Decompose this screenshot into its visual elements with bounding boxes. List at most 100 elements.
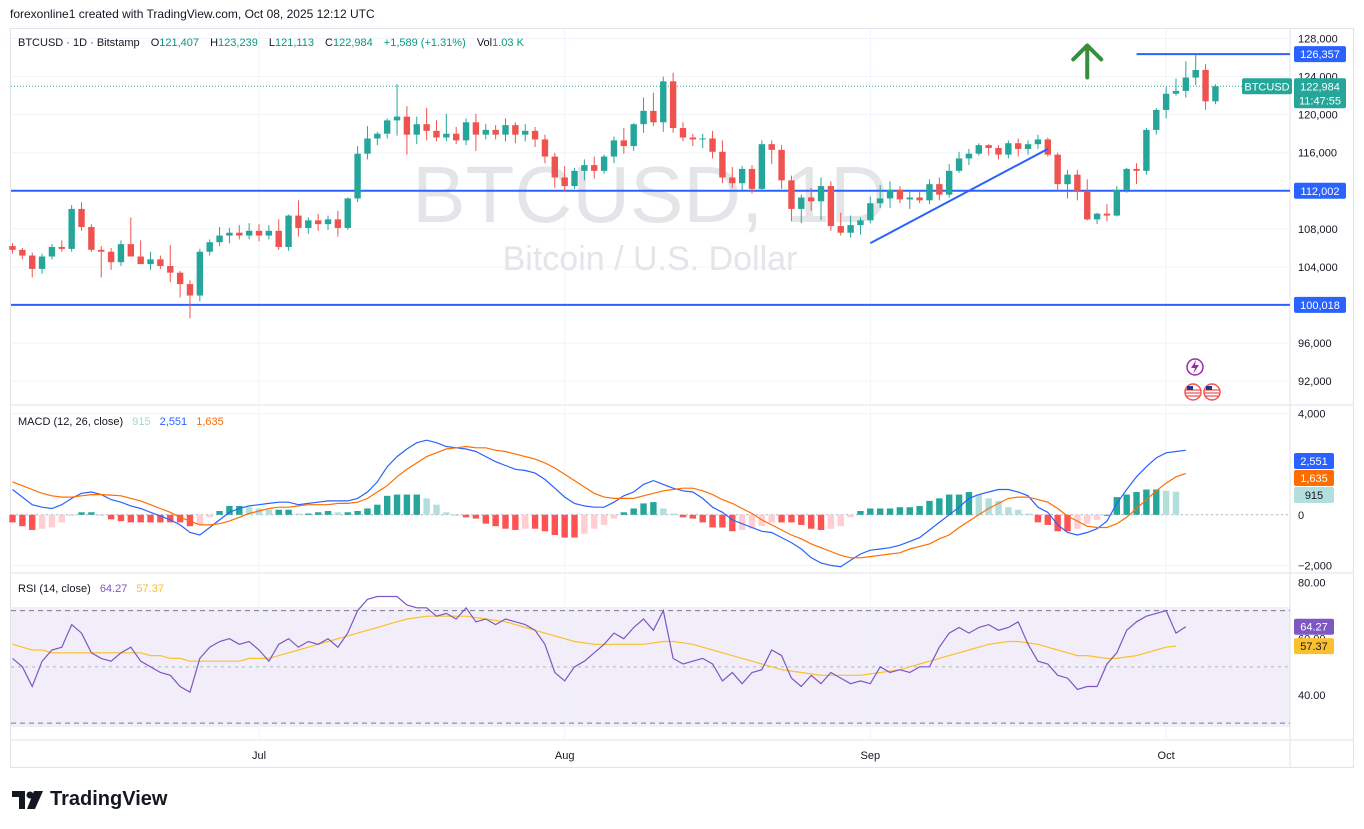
candle[interactable] bbox=[847, 225, 854, 233]
candle[interactable] bbox=[1153, 109, 1160, 130]
event-icons[interactable] bbox=[1184, 358, 1221, 401]
candle[interactable] bbox=[1005, 143, 1012, 155]
candle[interactable] bbox=[876, 198, 884, 204]
candle[interactable] bbox=[709, 138, 716, 152]
candle[interactable] bbox=[324, 219, 332, 225]
candle[interactable] bbox=[1034, 139, 1042, 145]
candle[interactable] bbox=[1182, 77, 1190, 91]
candle[interactable] bbox=[916, 197, 923, 201]
candle[interactable] bbox=[1133, 168, 1140, 171]
candle[interactable] bbox=[975, 145, 982, 154]
candle[interactable] bbox=[1054, 154, 1061, 185]
candle[interactable] bbox=[1084, 190, 1091, 220]
candle[interactable] bbox=[985, 145, 992, 148]
candle[interactable] bbox=[660, 81, 667, 123]
candle[interactable] bbox=[620, 140, 628, 147]
candle[interactable] bbox=[955, 158, 963, 171]
candle[interactable] bbox=[344, 198, 351, 228]
candle[interactable] bbox=[137, 256, 144, 265]
candle[interactable] bbox=[29, 255, 36, 269]
candle[interactable] bbox=[383, 120, 391, 134]
candle[interactable] bbox=[827, 186, 835, 227]
candle[interactable] bbox=[176, 272, 184, 285]
candle[interactable] bbox=[561, 177, 568, 187]
candle[interactable] bbox=[107, 251, 115, 263]
candle[interactable] bbox=[334, 219, 342, 228]
candle[interactable] bbox=[354, 153, 361, 199]
candle[interactable] bbox=[581, 165, 588, 171]
candle[interactable] bbox=[591, 165, 598, 171]
candle[interactable] bbox=[1103, 213, 1111, 216]
up-arrow-icon[interactable] bbox=[1071, 43, 1104, 80]
candle[interactable] bbox=[1093, 213, 1101, 220]
candle[interactable] bbox=[926, 184, 933, 201]
candle[interactable] bbox=[453, 133, 460, 141]
candle[interactable] bbox=[502, 125, 509, 135]
candle[interactable] bbox=[748, 168, 756, 189]
candle[interactable] bbox=[699, 138, 706, 140]
candle[interactable] bbox=[364, 138, 371, 154]
candle[interactable] bbox=[531, 130, 539, 140]
candle[interactable] bbox=[965, 153, 973, 159]
tradingview-brand[interactable]: TradingView bbox=[12, 788, 167, 811]
rsi-legend[interactable]: RSI (14, close) 64.27 57.37 bbox=[18, 583, 164, 595]
candle[interactable] bbox=[88, 226, 95, 250]
candle[interactable] bbox=[758, 144, 766, 189]
candle[interactable] bbox=[1015, 143, 1022, 149]
candle[interactable] bbox=[807, 197, 815, 202]
candle[interactable] bbox=[472, 122, 480, 135]
candle[interactable] bbox=[482, 129, 489, 135]
candle[interactable] bbox=[719, 151, 726, 178]
candle[interactable] bbox=[650, 110, 657, 123]
candle[interactable] bbox=[669, 81, 677, 128]
candle[interactable] bbox=[729, 177, 736, 184]
candle[interactable] bbox=[1143, 129, 1150, 171]
candle[interactable] bbox=[245, 230, 253, 236]
candle[interactable] bbox=[541, 139, 549, 157]
candle[interactable] bbox=[117, 244, 125, 263]
candle[interactable] bbox=[1044, 139, 1051, 155]
candle[interactable] bbox=[1074, 174, 1081, 191]
candle[interactable] bbox=[255, 230, 263, 236]
candle[interactable] bbox=[462, 122, 470, 141]
candle[interactable] bbox=[98, 249, 105, 252]
candle[interactable] bbox=[275, 230, 282, 247]
candle[interactable] bbox=[413, 124, 420, 135]
candle[interactable] bbox=[403, 116, 411, 135]
candle[interactable] bbox=[867, 203, 874, 221]
candle[interactable] bbox=[946, 170, 953, 195]
candle[interactable] bbox=[689, 137, 697, 140]
candle[interactable] bbox=[798, 197, 805, 209]
candle[interactable] bbox=[630, 124, 637, 147]
candle[interactable] bbox=[600, 156, 608, 171]
candle[interactable] bbox=[196, 251, 204, 296]
candle[interactable] bbox=[1123, 168, 1130, 190]
candle[interactable] bbox=[48, 246, 56, 257]
candle[interactable] bbox=[571, 170, 578, 187]
candle[interactable] bbox=[127, 244, 135, 257]
candle[interactable] bbox=[1162, 93, 1170, 110]
candle[interactable] bbox=[857, 220, 864, 226]
candle[interactable] bbox=[167, 266, 174, 273]
candle[interactable] bbox=[1064, 174, 1071, 185]
candle[interactable] bbox=[522, 130, 529, 135]
candle[interactable] bbox=[206, 242, 213, 252]
candle[interactable] bbox=[995, 147, 1002, 155]
candle[interactable] bbox=[817, 186, 825, 202]
candle[interactable] bbox=[1192, 69, 1199, 78]
candle[interactable] bbox=[226, 232, 233, 236]
candle[interactable] bbox=[186, 284, 194, 296]
candle[interactable] bbox=[1113, 189, 1121, 216]
candle[interactable] bbox=[19, 249, 26, 256]
candle[interactable] bbox=[1024, 144, 1032, 149]
candle[interactable] bbox=[886, 189, 894, 199]
candle[interactable] bbox=[610, 140, 618, 157]
candle[interactable] bbox=[374, 133, 381, 139]
candle[interactable] bbox=[38, 256, 46, 269]
candle[interactable] bbox=[443, 133, 450, 138]
macd-legend[interactable]: MACD (12, 26, close) 915 2,551 1,635 bbox=[18, 416, 224, 428]
candle[interactable] bbox=[236, 232, 243, 236]
candle[interactable] bbox=[896, 189, 904, 200]
candle[interactable] bbox=[9, 246, 16, 250]
candle[interactable] bbox=[1212, 86, 1219, 102]
